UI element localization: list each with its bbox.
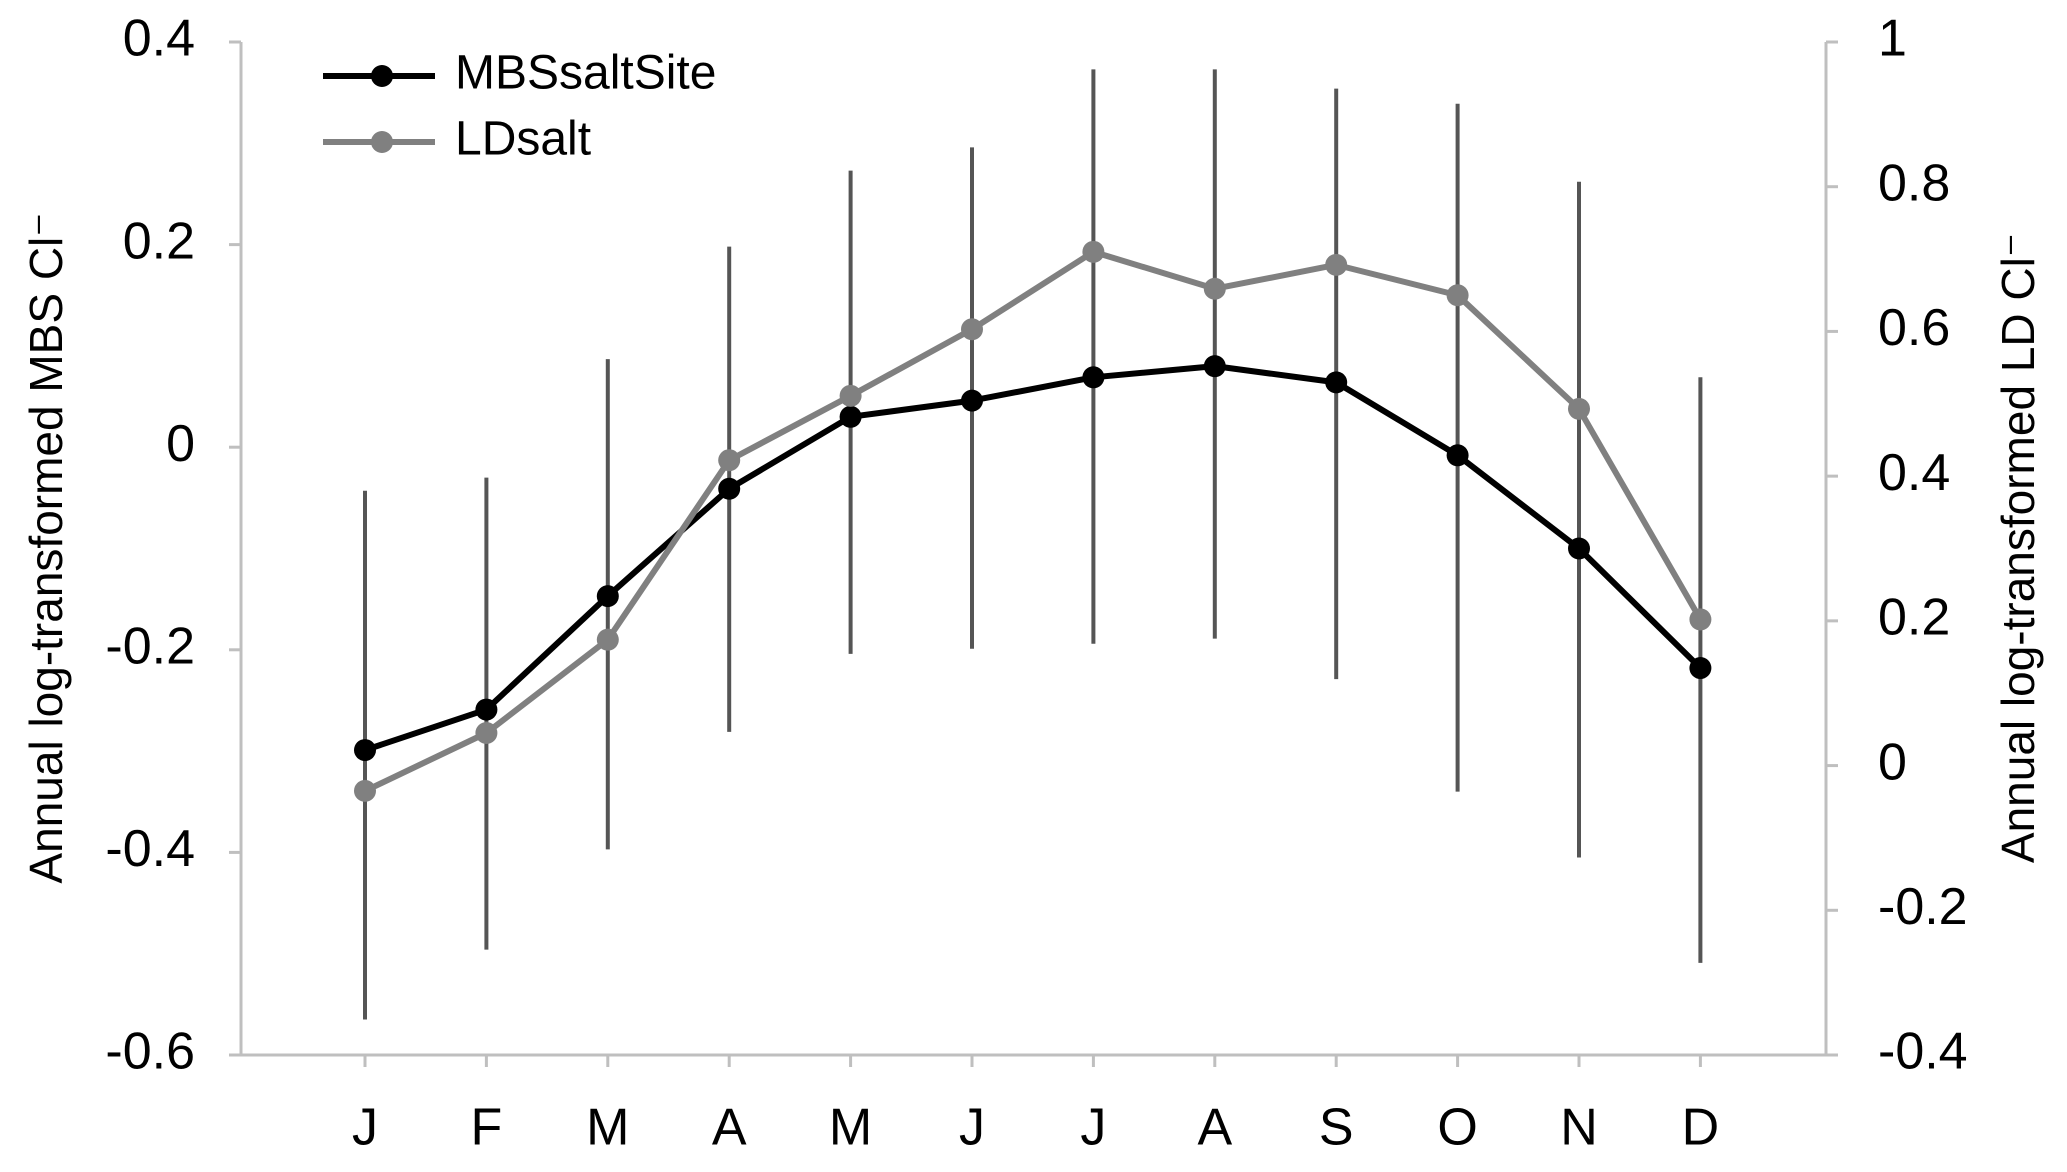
point: [1568, 397, 1590, 420]
point: [1203, 277, 1226, 300]
series-line: [364, 363, 1703, 753]
series-line: [363, 248, 1703, 794]
point: [1446, 284, 1469, 307]
y-tick-label: 0.2: [123, 212, 195, 270]
point: [961, 389, 983, 412]
point: [718, 449, 741, 472]
y2-tick-label: 0.2: [1878, 589, 1950, 647]
y-tick-label: -0.6: [105, 1023, 195, 1081]
legend-marker: [371, 65, 393, 87]
point: [354, 739, 376, 762]
y-tick-label: -0.4: [105, 820, 195, 878]
point: [1568, 537, 1590, 560]
point: [1689, 657, 1712, 680]
y2-tick-label: 1: [1878, 10, 1907, 68]
x-tick-label: N: [1560, 1099, 1598, 1157]
point: [1325, 371, 1348, 394]
y-tick-label: 0: [166, 415, 195, 473]
point: [839, 405, 862, 428]
y2-tick-label: 0.8: [1878, 154, 1950, 212]
y-axis-title: Annual log-transformed MBS Cl⁻: [20, 212, 72, 883]
point: [1203, 355, 1226, 378]
y2-tick-label: -0.4: [1878, 1023, 1968, 1081]
y2-tick-label: -0.2: [1878, 878, 1968, 936]
x-tick-label: D: [1682, 1099, 1720, 1157]
x-tick-label: J: [352, 1099, 378, 1157]
y-tick-label: -0.2: [105, 618, 195, 676]
point: [475, 698, 498, 721]
x-tick-label: O: [1437, 1099, 1477, 1157]
y2-tick-label: 0.4: [1878, 444, 1950, 502]
point: [961, 318, 983, 341]
point: [718, 477, 741, 500]
x-tick-label: A: [1197, 1099, 1232, 1157]
x-tick-label: M: [586, 1099, 629, 1157]
legend-marker: [371, 131, 393, 153]
x-tick-label: J: [1080, 1099, 1106, 1157]
point: [1082, 366, 1105, 389]
point: [839, 384, 862, 407]
y2-tick-label: 0.6: [1878, 299, 1950, 357]
point: [1689, 608, 1712, 631]
point: [1446, 444, 1469, 467]
y2-tick-label: 0: [1878, 733, 1907, 791]
point: [596, 585, 619, 608]
x-tick-label: S: [1319, 1099, 1354, 1157]
x-tick-label: J: [959, 1099, 985, 1157]
x-tick-label: F: [471, 1099, 503, 1157]
point: [1082, 240, 1105, 263]
point: [475, 722, 498, 745]
x-tick-label: A: [712, 1099, 747, 1157]
point: [354, 779, 376, 802]
y-tick-label: 0.4: [123, 10, 195, 68]
legend-label: LDsalt: [455, 113, 591, 166]
y2-axis-title: Annual log-transformed LD Cl⁻: [1992, 233, 2044, 863]
point: [1325, 253, 1348, 276]
point: [596, 628, 619, 651]
legend-label: MBSsaltSite: [455, 47, 716, 100]
x-tick-label: M: [829, 1099, 872, 1157]
